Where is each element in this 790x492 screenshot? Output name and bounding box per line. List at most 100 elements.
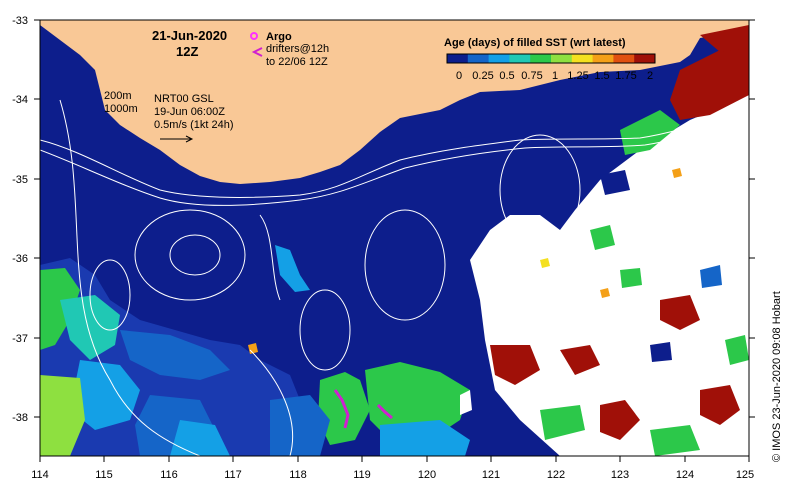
sst-patch — [270, 395, 330, 456]
ssh-contour — [499, 134, 581, 246]
colorbar-swatch — [551, 54, 573, 63]
ssh-contour — [364, 209, 446, 321]
colorbar-swatch — [571, 54, 594, 63]
sst-patch — [700, 385, 740, 425]
product-time-label: 19-Jun 06:00Z — [154, 106, 225, 118]
colorbar-swatch — [447, 54, 469, 63]
drifters-range-label: to 22/06 12Z — [266, 56, 328, 68]
x-tick-label: 123 — [611, 469, 629, 481]
product-label: NRT00 GSL — [154, 93, 214, 105]
x-tick-label: 117 — [224, 469, 242, 481]
missing-data-region — [460, 390, 472, 415]
sst-patch — [60, 295, 120, 360]
ssh-contour — [249, 349, 294, 456]
colorbar-tick: 0 — [456, 70, 462, 82]
map-hour: 12Z — [176, 44, 198, 59]
argo-label: Argo — [266, 31, 292, 43]
x-tick-label: 121 — [482, 469, 500, 481]
sst-patch — [560, 345, 600, 375]
sst-patch — [600, 400, 640, 440]
y-tick-label: -36 — [12, 253, 28, 265]
colorbar-swatch — [530, 54, 552, 63]
sst-patch — [670, 45, 749, 120]
y-tick-label: -37 — [12, 333, 28, 345]
ssh-contour — [299, 289, 351, 371]
colorbar-swatch — [592, 54, 614, 63]
colorbar-tick: 1 — [552, 70, 558, 82]
sst-patch — [600, 170, 630, 195]
sst-patch — [540, 405, 585, 440]
colorbar-swatch — [467, 54, 490, 63]
isobath-1000m — [40, 117, 749, 206]
isobath-200m-label: 200m — [104, 90, 132, 102]
colorbar-tick: 1.25 — [567, 70, 588, 82]
x-tick-label: 124 — [676, 469, 694, 481]
colorbar-tick: 1.5 — [594, 70, 609, 82]
colorbar-tick: 1.75 — [615, 70, 636, 82]
scale-arrow-icon — [160, 135, 194, 143]
y-tick-label: -33 — [12, 15, 28, 27]
drifter-icon — [251, 47, 263, 57]
y-axis: -33 -34 -35 -36 -37 -38 — [12, 15, 755, 424]
x-tick-label: 116 — [160, 469, 178, 481]
sst-patch — [590, 225, 615, 250]
x-tick-label: 122 — [547, 469, 565, 481]
isobath-1000m-label: 1000m — [104, 103, 138, 115]
y-tick-label: -34 — [12, 94, 28, 106]
sst-patch — [700, 265, 722, 288]
ssh-contour — [169, 234, 221, 276]
colorbar-swatch — [634, 54, 656, 63]
sst-patch — [70, 360, 140, 430]
sst-patch — [620, 110, 680, 155]
map-plot-area — [40, 20, 749, 456]
colorbar-tick: 0.75 — [521, 70, 542, 82]
x-axis: 114 115 116 117 118 119 120 121 122 123 … — [31, 456, 754, 481]
ssh-contour — [89, 259, 131, 331]
isobath-200m — [40, 109, 749, 198]
sst-patch — [700, 25, 749, 52]
sst-patch — [725, 335, 749, 365]
x-tick-label: 120 — [418, 469, 436, 481]
x-tick-label: 125 — [736, 469, 754, 481]
sst-patch — [275, 245, 310, 292]
map-date: 21-Jun-2020 — [152, 28, 227, 43]
colorbar-tick: 2 — [647, 70, 653, 82]
sst-patch — [600, 288, 610, 298]
colorbar-frame — [446, 53, 656, 64]
sst-patch — [40, 375, 85, 456]
x-tick-label: 114 — [31, 469, 49, 481]
colorbar-tick: 0.25 — [472, 70, 493, 82]
drifter-track — [376, 403, 393, 420]
x-tick-label: 118 — [289, 469, 307, 481]
colorbar — [446, 53, 656, 64]
drifters-label: drifters@12h — [266, 43, 329, 55]
missing-data-region — [470, 95, 749, 456]
sst-patch — [248, 343, 258, 354]
sst-patch — [540, 258, 550, 268]
sst-patch — [672, 168, 682, 178]
colorbar-swatch — [488, 54, 510, 63]
sst-patch — [660, 295, 700, 330]
colorbar-swatch — [509, 54, 531, 63]
vector-scale-label: 0.5m/s (1kt 24h) — [154, 119, 233, 131]
sst-patch — [650, 425, 700, 456]
sst-patch — [40, 268, 80, 350]
sst-patch — [365, 362, 470, 440]
sst-patch — [650, 342, 672, 362]
argo-icon — [250, 32, 258, 40]
credit-label: © IMOS 23-Jun-2020 09:08 Hobart — [771, 291, 783, 462]
sst-patch — [620, 268, 642, 288]
colorbar-swatch — [613, 54, 635, 63]
plot-frame — [39, 19, 750, 457]
ssh-contour — [259, 214, 281, 301]
x-tick-label: 119 — [353, 469, 371, 481]
y-tick-label: -35 — [12, 174, 28, 186]
drifter-track — [333, 389, 350, 429]
y-tick-label: -38 — [12, 412, 28, 424]
ssh-contour — [134, 209, 246, 301]
x-tick-label: 115 — [95, 469, 113, 481]
sst-patch — [170, 420, 230, 456]
colorbar-tick: 0.5 — [499, 70, 514, 82]
sst-patch — [120, 330, 230, 380]
